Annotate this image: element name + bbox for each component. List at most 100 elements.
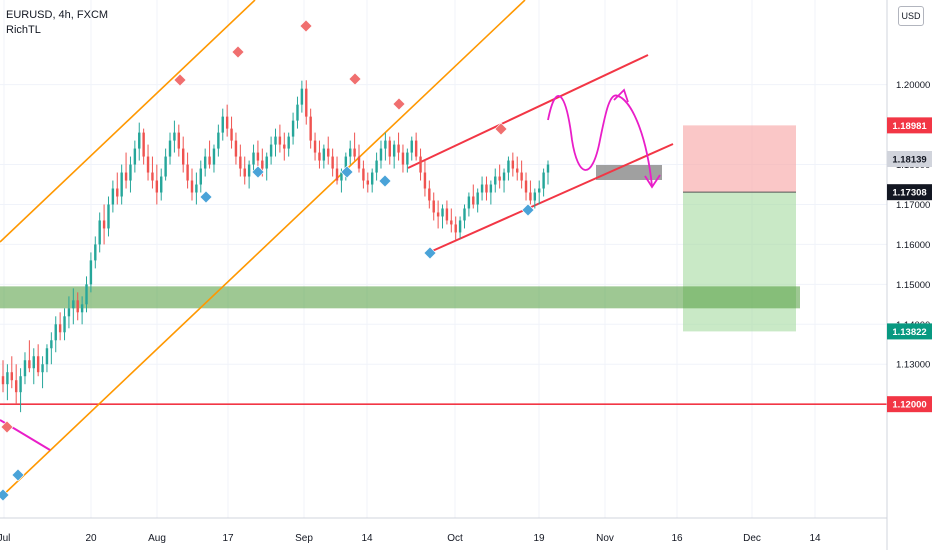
candle-body (533, 192, 537, 201)
candle-body (511, 160, 515, 169)
candle-body (410, 140, 413, 153)
candle-body (230, 128, 233, 141)
price-label-text: 1.18139 (892, 154, 926, 165)
candle-body (36, 356, 40, 373)
candle-body (129, 164, 132, 181)
candle-body (392, 144, 396, 157)
support-zone (0, 286, 800, 309)
candle-body (494, 176, 497, 185)
price-labels: 1.18981 1.18139 1.17308 1.13822 1.12000 (887, 117, 932, 413)
candle-body (406, 152, 409, 165)
x-tick-label: 19 (533, 533, 545, 544)
x-tick-label: 17 (222, 533, 234, 544)
pivot-low-marker (423, 246, 437, 260)
x-tick-label: Nov (596, 533, 614, 544)
candle-body (58, 324, 62, 333)
candle-body (151, 172, 154, 181)
candle-body (89, 260, 93, 285)
candle-body (243, 168, 246, 177)
candle-body (300, 88, 304, 105)
y-tick-label: 1.15000 (896, 280, 930, 291)
y-tick-label: 1.13000 (896, 360, 930, 371)
x-tick-label: Sep (295, 533, 313, 544)
candle-body (14, 380, 18, 393)
candle-body (472, 196, 475, 205)
candle-body (199, 168, 202, 185)
candle-body (362, 168, 365, 181)
candle-body (212, 148, 216, 165)
candle-body (168, 140, 172, 157)
candle-body (384, 140, 387, 149)
candle-body (454, 224, 457, 233)
take-profit-zone (683, 192, 796, 332)
candle-body (467, 196, 471, 209)
x-tick-label: 20 (85, 533, 97, 544)
symbol-title[interactable]: EURUSD, 4h, FXCM (6, 9, 109, 21)
candle-body (375, 160, 378, 173)
x-tick-label: 16 (671, 533, 683, 544)
candle-body (67, 308, 71, 317)
candle-body (287, 136, 290, 149)
x-tick-label: Dec (743, 533, 761, 544)
candle-body (265, 156, 268, 169)
candle-body (32, 356, 35, 369)
pivot-low-marker (251, 165, 265, 179)
candle-body (414, 140, 418, 157)
candle-body (124, 172, 128, 181)
candle-body (111, 188, 115, 205)
candle-body (507, 160, 510, 173)
candle-body (186, 164, 189, 181)
candle-body (142, 132, 145, 157)
candle-body (502, 172, 506, 181)
price-label-box (887, 396, 932, 413)
candle-body (349, 148, 352, 157)
price-label-box (887, 150, 932, 167)
pivot-high-marker (0, 420, 14, 434)
candle-body (160, 176, 163, 193)
pivot-high-marker (392, 97, 406, 111)
pivot-low-marker (11, 468, 25, 482)
target-box (596, 165, 662, 180)
x-tick-label: 14 (361, 533, 373, 544)
candle-body (309, 116, 312, 141)
price-label-text: 1.17308 (892, 188, 926, 199)
pivot-low-marker (378, 174, 392, 188)
price-label-text: 1.18981 (892, 121, 927, 132)
candle-body (388, 140, 391, 157)
price-label-box (887, 184, 932, 201)
y-tick-label: 1.20000 (896, 80, 930, 91)
candle-body (10, 372, 13, 381)
pivot-high-marker (173, 73, 187, 87)
candle-body (344, 156, 348, 173)
candle-body (278, 136, 282, 145)
pivot-high-marker (299, 19, 313, 33)
candle-body (450, 220, 453, 225)
candle-body (76, 300, 79, 313)
indicator-label[interactable]: RichTL (6, 24, 41, 36)
candlestick-series (1, 80, 550, 413)
projection-path (547, 94, 653, 187)
stop-loss-zone (683, 125, 796, 193)
candle-body (261, 160, 264, 169)
x-tick-label: Oct (447, 533, 463, 544)
currency-button[interactable]: USD (898, 6, 924, 26)
candle-body (441, 208, 444, 217)
candle-body (208, 156, 211, 165)
candle-body (72, 300, 75, 309)
candle-body (524, 180, 528, 193)
x-tick-label: 14 (809, 533, 821, 544)
candle-body (331, 156, 334, 169)
candle-body (252, 152, 255, 165)
pivot-low-marker (0, 488, 10, 502)
candle-body (54, 324, 57, 341)
candle-body (107, 204, 110, 229)
candle-body (19, 376, 22, 393)
candle-body (256, 152, 260, 161)
candle-body (63, 316, 66, 333)
candle-body (397, 144, 400, 153)
candle-body (190, 180, 194, 193)
candle-body (489, 184, 493, 193)
candle-body (542, 172, 545, 189)
candle-body (269, 144, 273, 157)
